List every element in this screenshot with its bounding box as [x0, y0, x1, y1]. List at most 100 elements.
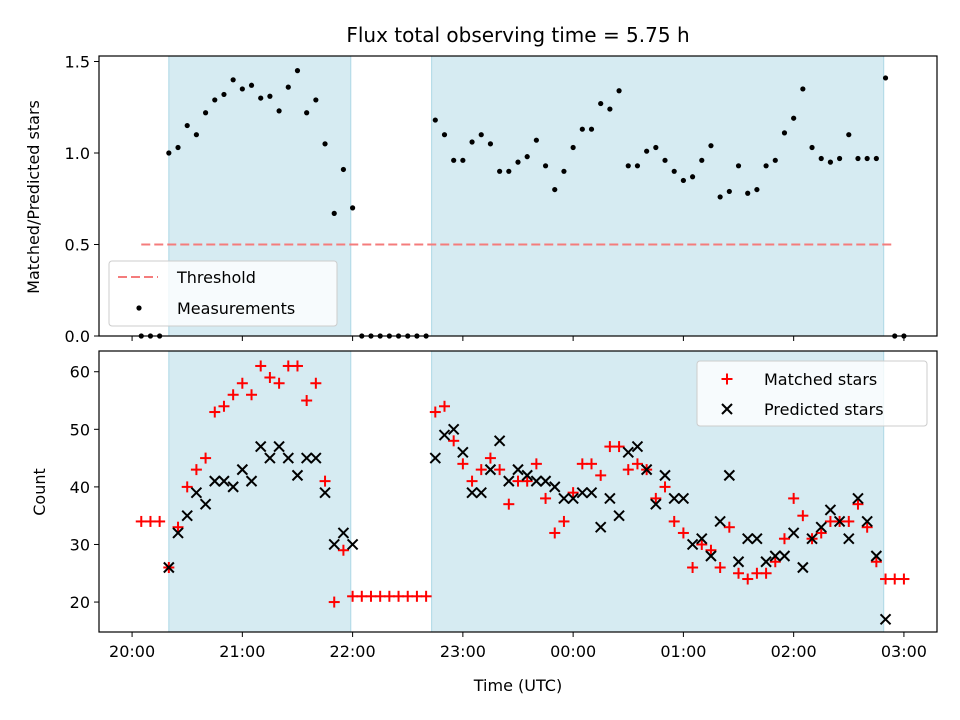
matched-point-48	[576, 458, 588, 470]
axes-frame-top	[98, 55, 938, 337]
predicted-point-13	[282, 452, 294, 464]
matched-point-23	[347, 590, 359, 602]
measurement-point-23	[350, 205, 356, 211]
measurement-point-17	[294, 68, 301, 74]
predicted-point-48	[677, 492, 690, 505]
matched-point-61	[696, 538, 708, 550]
predicted-point-16	[310, 452, 322, 464]
predicted-point-55	[742, 533, 754, 545]
matched-point-47	[567, 487, 579, 499]
predicted-point-63	[815, 521, 827, 533]
predicted-point-18	[328, 538, 340, 551]
predicted-point-64	[824, 504, 837, 516]
legend-matched-swatch	[721, 373, 733, 385]
measurement-point-44	[542, 163, 549, 169]
x-tick-label-6: 02:00	[771, 642, 817, 661]
predicted-point-10	[255, 440, 267, 453]
measurement-point-70	[781, 130, 788, 136]
matched-point-63	[714, 562, 726, 574]
measurement-point-72	[800, 86, 806, 92]
matched-point-56	[650, 492, 662, 504]
matched-point-29	[402, 590, 414, 602]
predicted-point-3	[190, 486, 203, 499]
measurement-point-46	[561, 168, 567, 174]
matched-point-19	[310, 377, 322, 389]
measurement-point-45	[552, 186, 558, 193]
predicted-point-52	[714, 515, 726, 528]
matched-point-1	[144, 515, 156, 527]
y-tick-label-bottom-2: 40	[70, 478, 90, 497]
matched-point-35	[457, 458, 469, 470]
measurement-point-36	[469, 139, 475, 145]
measurement-point-69	[772, 157, 778, 163]
predicted-point-53	[723, 469, 736, 482]
matched-point-78	[852, 498, 864, 510]
matched-point-46	[558, 515, 570, 527]
predicted-point-69	[870, 550, 883, 562]
x-tick-label-2: 22:00	[330, 642, 376, 661]
shaded-interval-bottom-0	[168, 350, 352, 633]
matched-point-71	[788, 492, 800, 504]
measurement-point-68	[763, 163, 769, 169]
matched-point-10	[227, 389, 239, 401]
predicted-point-29	[503, 475, 515, 487]
predicted-point-8	[236, 463, 249, 476]
predicted-point-39	[594, 521, 607, 533]
matched-point-38	[484, 452, 496, 464]
measurement-point-10	[230, 77, 236, 83]
predicted-point-35	[558, 492, 570, 505]
predicted-point-5	[209, 475, 221, 487]
measurement-point-22	[340, 166, 347, 173]
measurement-point-43	[533, 137, 539, 143]
predicted-point-36	[567, 492, 579, 505]
measurement-point-4	[175, 144, 181, 151]
measurement-point-65	[735, 163, 742, 169]
predicted-point-14	[291, 469, 304, 482]
predicted-point-31	[521, 469, 533, 482]
measurement-point-79	[864, 155, 870, 162]
measurement-point-53	[625, 163, 631, 169]
y-tick-label-top-0: 0.0	[65, 327, 90, 346]
y-tick-label-bottom-1: 30	[70, 535, 90, 554]
predicted-point-38	[585, 486, 598, 499]
predicted-point-49	[686, 538, 699, 551]
y-tick-label-bottom-3: 50	[70, 420, 90, 439]
matched-point-25	[365, 590, 377, 602]
measurement-point-52	[616, 88, 622, 94]
predicted-point-40	[604, 492, 616, 505]
predicted-point-57	[760, 556, 772, 568]
matched-point-40	[503, 498, 515, 510]
predicted-point-1	[172, 527, 184, 539]
measurement-point-35	[460, 157, 466, 163]
matched-point-33	[438, 400, 450, 412]
predicted-point-47	[668, 492, 680, 505]
matched-point-5	[181, 481, 193, 493]
measurement-point-63	[717, 194, 723, 200]
matched-point-54	[631, 458, 643, 470]
measurement-point-75	[827, 159, 834, 165]
predicted-point-59	[778, 550, 791, 562]
measurement-point-5	[184, 122, 190, 129]
predicted-point-37	[576, 486, 589, 499]
matched-point-50	[595, 469, 607, 481]
matched-point-75	[824, 515, 836, 527]
top-panel: 0.0 0.5 1.0 1.5 Threshold Measurements	[65, 52, 938, 346]
legend-predicted-swatch	[721, 403, 733, 415]
predicted-point-45	[650, 498, 662, 510]
matched-point-34	[448, 435, 460, 447]
predicted-point-60	[787, 527, 800, 539]
measurement-point-49	[588, 126, 595, 132]
predicted-point-28	[493, 435, 506, 447]
matched-point-83	[898, 573, 910, 585]
predicted-point-24	[457, 446, 469, 459]
measurement-point-20	[322, 141, 328, 147]
legend-predicted-label: Predicted stars	[764, 400, 884, 419]
predicted-point-67	[852, 492, 864, 505]
matched-point-27	[383, 590, 395, 602]
legend-box-bottom	[696, 360, 928, 427]
matched-point-4	[172, 521, 184, 533]
predicted-point-27	[484, 463, 497, 476]
measurement-point-59	[680, 177, 686, 184]
measurement-point-3	[166, 150, 172, 156]
